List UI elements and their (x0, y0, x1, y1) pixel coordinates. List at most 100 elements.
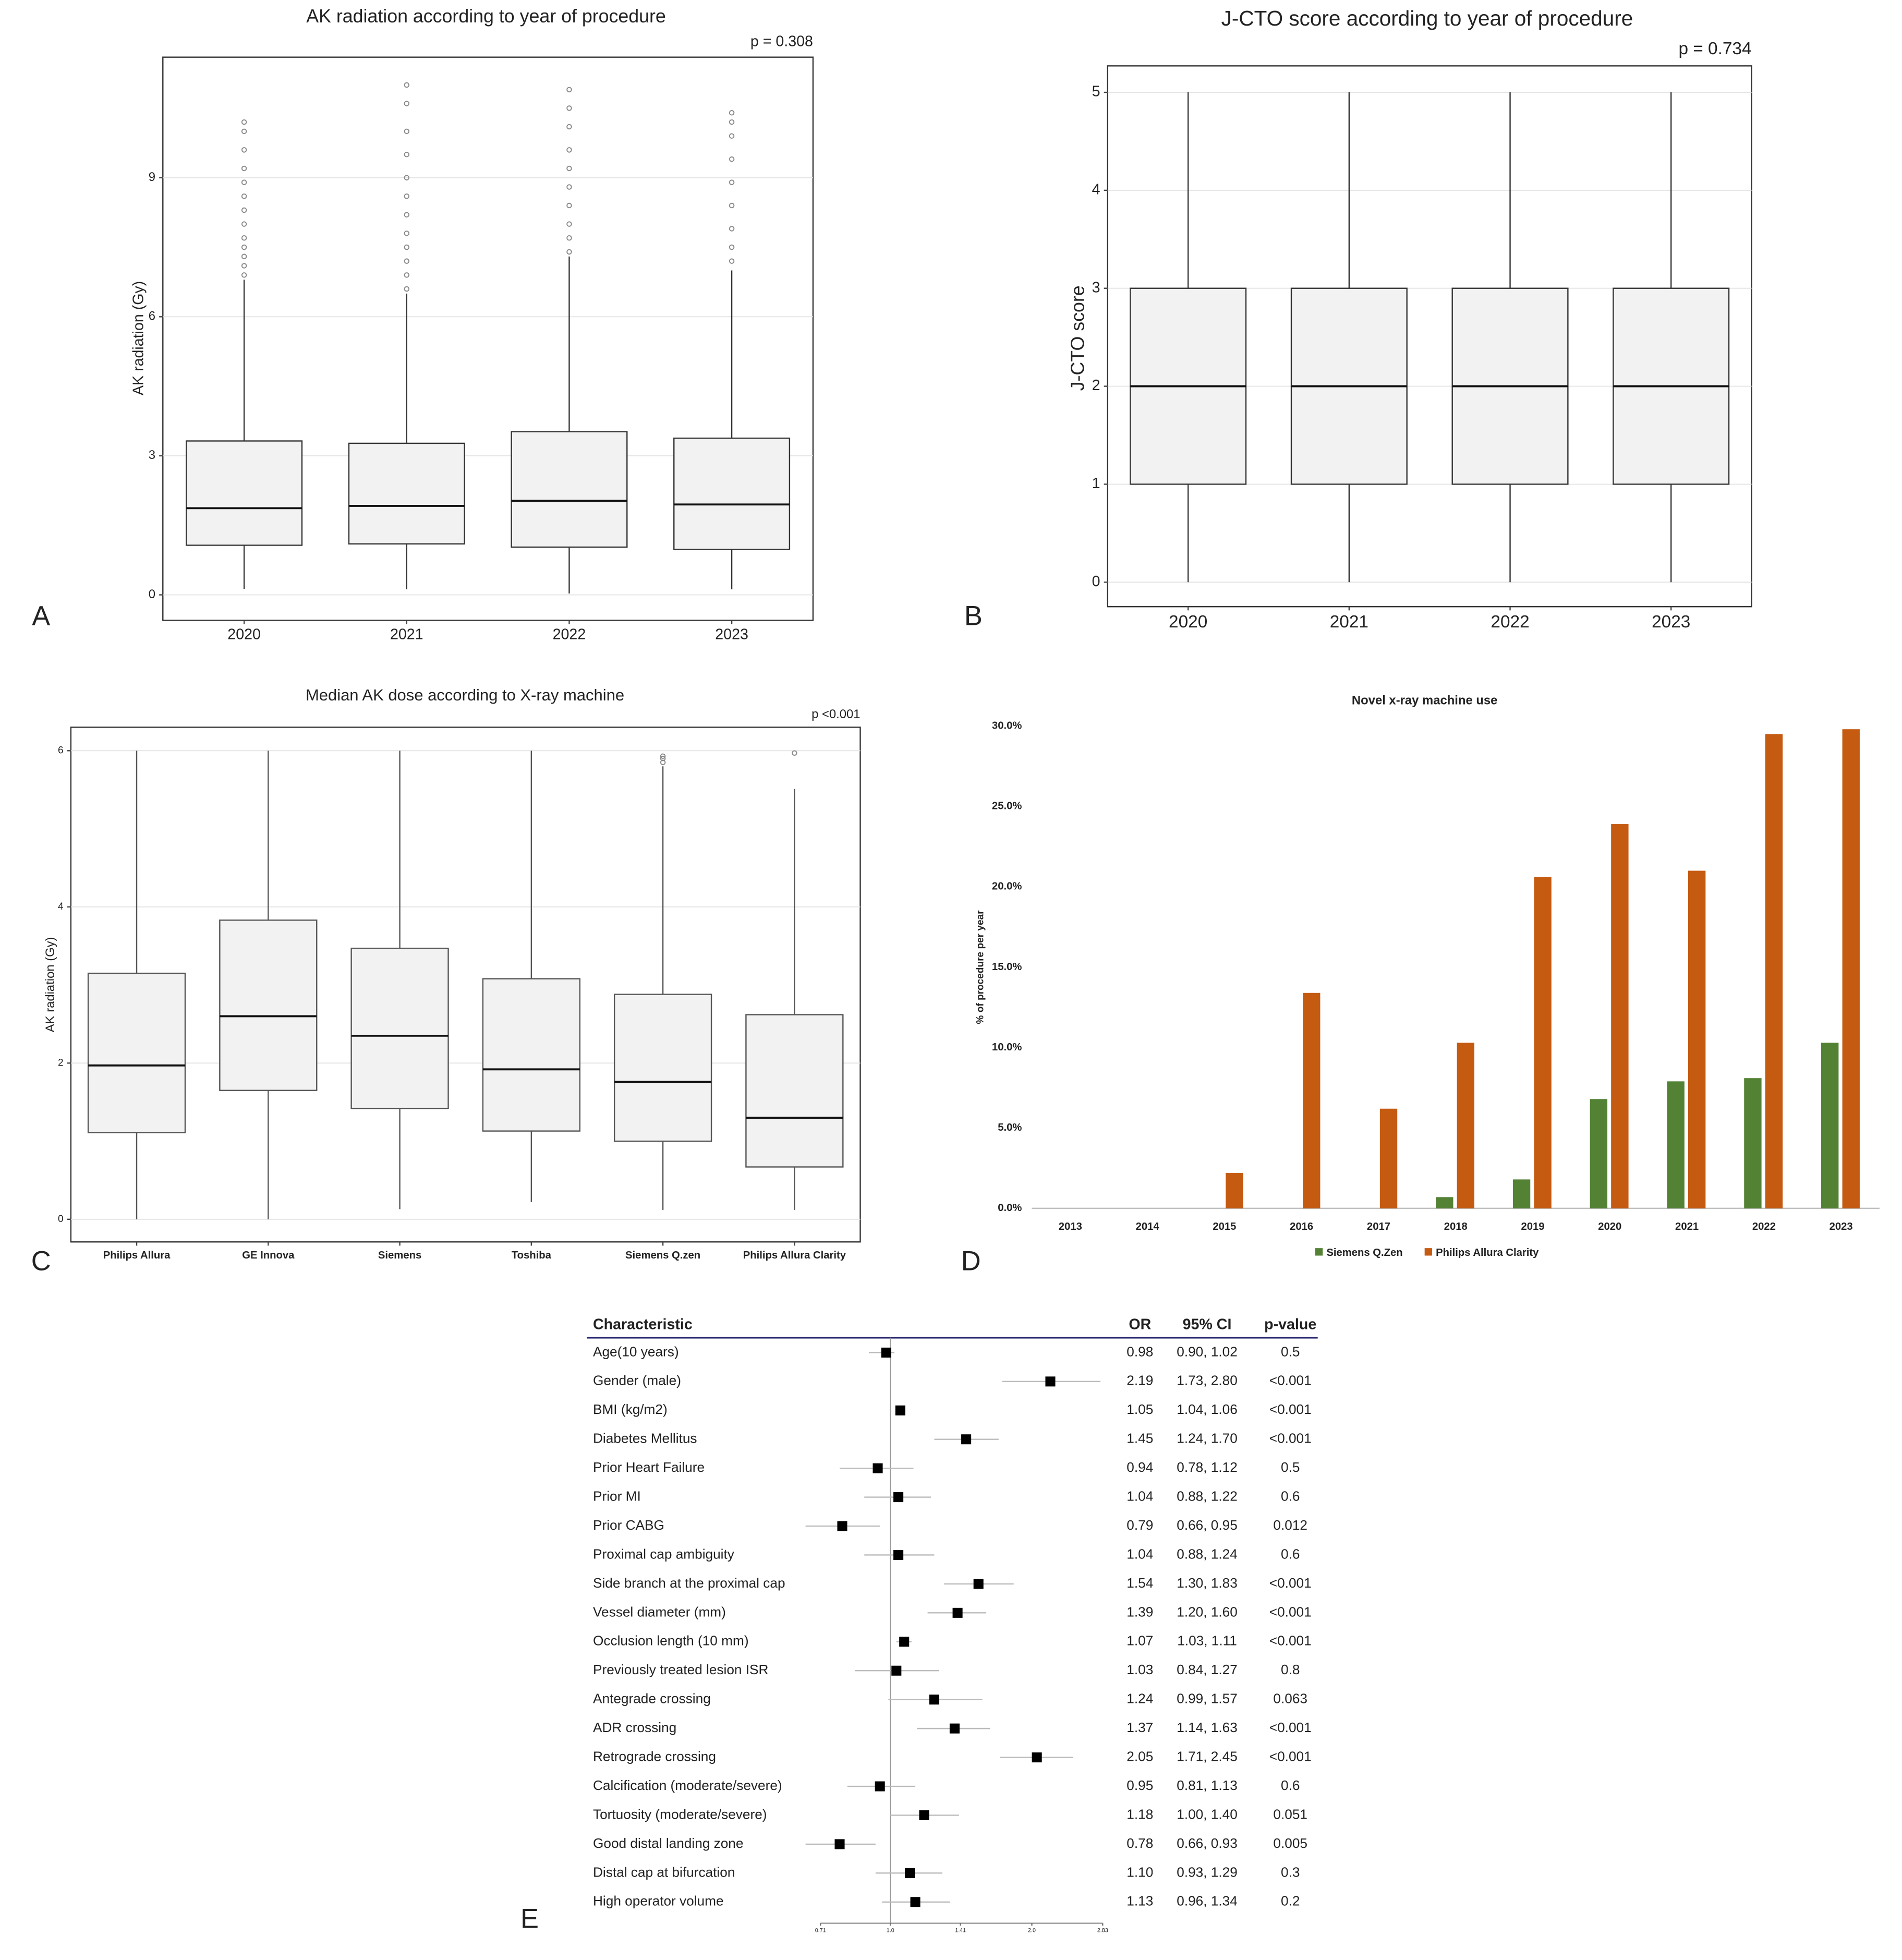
outlier (241, 221, 247, 227)
column-header: 95% CI (1183, 1316, 1232, 1333)
bar (1611, 824, 1629, 1208)
outlier (660, 753, 666, 759)
column-header: OR (1129, 1316, 1151, 1333)
plot-frame (162, 56, 814, 621)
box (745, 1014, 844, 1168)
x-tick-label: 0.71 (815, 1928, 826, 1934)
y-tick-label: 0.0% (998, 1202, 1022, 1214)
bar (1590, 1099, 1608, 1208)
bar (1226, 1173, 1243, 1208)
odds-ratio (949, 1723, 960, 1734)
outlier (241, 179, 247, 185)
ci-label: 1.00, 1.40 (1177, 1806, 1238, 1822)
outlier (241, 119, 247, 125)
outlier (566, 165, 572, 172)
y-tick-label: 9 (149, 170, 155, 184)
odds-ratio (881, 1347, 891, 1358)
ci-label: 1.14, 1.63 (1177, 1720, 1238, 1735)
box (482, 978, 580, 1132)
or-label: 1.03 (1126, 1662, 1153, 1677)
column-header: p-value (1264, 1316, 1316, 1333)
x-tick-label: 2020 (1169, 612, 1207, 632)
ci-label: 1.20, 1.60 (1177, 1604, 1238, 1619)
ci-label: 0.66, 0.95 (1177, 1517, 1238, 1533)
outlier (404, 101, 410, 106)
y-axis-label: J-CTO score (1067, 285, 1088, 391)
p-value: <0.001 (1269, 1575, 1312, 1591)
odds-ratio (961, 1434, 972, 1445)
or-label: 0.95 (1126, 1777, 1153, 1793)
x-tick-label: 1.41 (955, 1928, 966, 1934)
ci-label: 0.66, 0.93 (1177, 1835, 1238, 1851)
p-value: 0.6 (1281, 1489, 1300, 1504)
outlier (404, 258, 410, 264)
or-label: 1.18 (1126, 1806, 1153, 1822)
ci-label: 1.71, 2.45 (1177, 1748, 1238, 1764)
panel-letter: C (31, 1247, 51, 1277)
bar (1303, 993, 1321, 1208)
odds-ratio (919, 1810, 929, 1820)
row-label: High operator volume (593, 1893, 724, 1909)
outlier (404, 286, 410, 292)
row-label: ADR crossing (593, 1720, 676, 1735)
outlier (566, 124, 572, 130)
p-value: <0.001 (1269, 1373, 1312, 1388)
y-tick-label: 5 (1092, 83, 1100, 100)
outlier (241, 193, 247, 199)
outlier (404, 152, 410, 158)
x-tick-label: 2018 (1444, 1221, 1468, 1232)
outlier (404, 272, 410, 278)
ci-label: 0.90, 1.02 (1177, 1344, 1238, 1359)
box (348, 442, 465, 545)
ci-label: 0.99, 1.57 (1177, 1691, 1238, 1707)
y-tick-label: 3 (149, 448, 155, 462)
panel-letter: A (32, 601, 50, 631)
outlier (729, 244, 735, 250)
p-value: 0.6 (1281, 1546, 1300, 1562)
p-value: <0.001 (1269, 1633, 1312, 1649)
p-value: 0.6 (1281, 1777, 1300, 1793)
bar (1436, 1197, 1453, 1208)
p-value: <0.001 (1269, 1401, 1312, 1417)
p-value: 0.005 (1273, 1835, 1307, 1851)
x-tick-label: 2022 (1491, 612, 1529, 632)
box (186, 440, 303, 546)
outlier (566, 202, 572, 209)
row-label: Calcification (moderate/severe) (593, 1777, 782, 1793)
odds-ratio (875, 1781, 885, 1792)
x-tick-label: 2021 (1675, 1221, 1699, 1232)
odds-ratio (873, 1463, 883, 1473)
y-axis-label: AK radiation (Gy) (43, 937, 57, 1032)
bar (1667, 1081, 1685, 1208)
y-tick-label: 30.0% (992, 720, 1022, 731)
x-tick-label: 2.83 (1097, 1928, 1108, 1934)
chart-title: J-CTO score according to year of procedu… (1221, 6, 1633, 30)
p-value: 0.3 (1281, 1864, 1300, 1880)
ci-label: 1.30, 1.83 (1177, 1575, 1238, 1591)
row-label: Tortuosity (moderate/severe) (593, 1806, 767, 1822)
outlier (566, 147, 572, 153)
p-value: 0.5 (1281, 1459, 1300, 1475)
x-tick-label: 2.0 (1028, 1928, 1036, 1934)
y-tick-label: 0 (149, 587, 155, 601)
odds-ratio (899, 1637, 910, 1647)
outlier (241, 128, 247, 135)
p-value: 0.8 (1281, 1662, 1300, 1677)
outlier (241, 244, 247, 250)
outlier (729, 179, 735, 185)
row-label: Prior CABG (593, 1517, 664, 1533)
x-tick-label: 2019 (1521, 1221, 1544, 1232)
y-tick-label: 4 (58, 901, 64, 912)
x-tick-label: Siemens (378, 1250, 421, 1261)
row-label: Distal cap at bifurcation (593, 1864, 735, 1880)
or-label: 1.39 (1126, 1604, 1153, 1619)
or-label: 2.05 (1126, 1748, 1153, 1764)
or-label: 0.94 (1126, 1459, 1153, 1475)
bar (1379, 1108, 1398, 1208)
row-label: Occlusion length (10 mm) (593, 1633, 749, 1649)
y-axis-label: % of procedure per year (975, 910, 986, 1024)
outlier (792, 750, 797, 756)
outlier (660, 756, 666, 761)
odds-ratio (837, 1521, 847, 1531)
